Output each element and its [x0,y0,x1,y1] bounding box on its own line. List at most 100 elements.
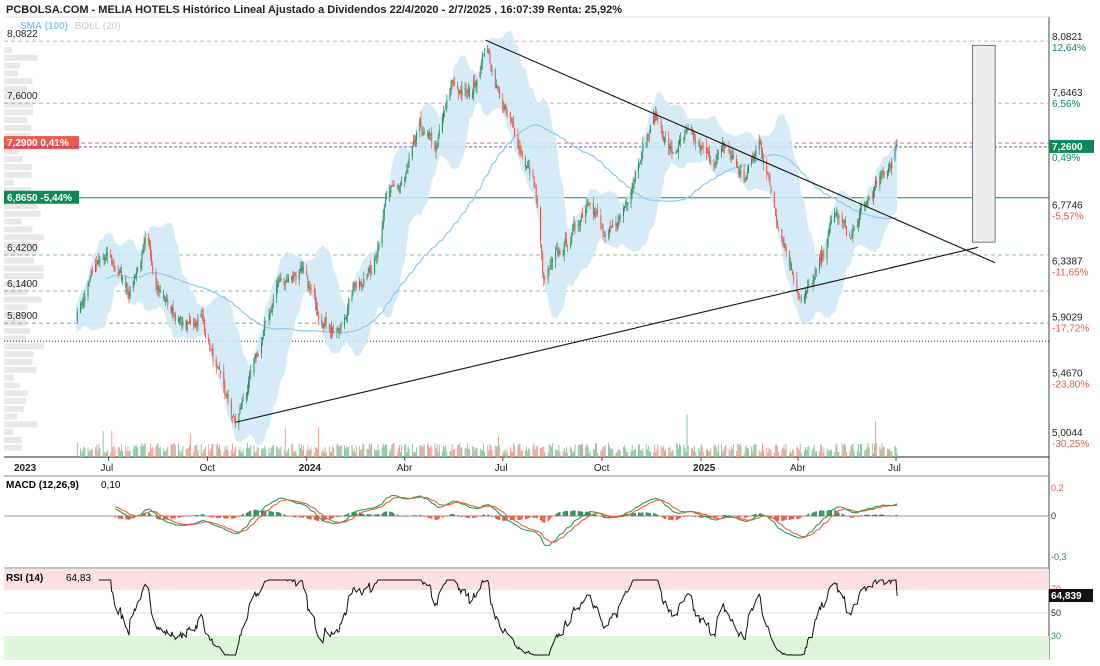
candle-body [524,157,526,168]
macd-histogram-bar [279,512,281,516]
volume-bar [805,447,807,457]
macd-histogram-bar [788,516,790,520]
candle-body [521,150,523,158]
candle-body [774,208,776,216]
volume-bar [396,452,398,457]
volume-bar [585,446,587,457]
volume-bar [328,446,330,457]
volume-bar [745,445,747,457]
candle-body [336,328,338,331]
macd-histogram-bar [399,516,402,517]
candle-body [641,152,643,162]
volume-bar [821,445,823,457]
macd-histogram-bar [119,516,121,519]
macd-histogram-bar [340,515,342,517]
candle-body [256,353,258,357]
candle-body [490,64,492,70]
macd-histogram-bar [894,515,896,516]
volume-bar [880,449,882,457]
candle-body [887,167,889,172]
volume-bar [216,443,218,457]
volume-bar [211,444,213,457]
volume-bar [234,449,236,457]
boll-legend[interactable]: BOLL (20) [74,21,121,32]
candle-body [513,121,515,127]
macd-histogram-bar [308,516,310,520]
candle-body [683,137,685,140]
candle-body [269,311,271,317]
macd-histogram-bar [649,513,651,516]
volume-bar [582,443,584,457]
candle-body [769,176,771,186]
macd-histogram-bar [268,510,270,516]
volume-bar [592,448,594,457]
volume-bar [871,443,873,457]
candle-body [890,165,892,168]
candle-body [114,266,116,271]
candle-body [830,220,832,223]
volume-bar [90,448,92,457]
volume-bar [171,444,173,457]
volume-bar [695,452,697,457]
candle-body [873,187,875,192]
macd-histogram-bar [363,513,365,516]
macd-histogram-bar [122,516,124,519]
candle-body [838,216,840,218]
volume-bar [346,446,348,457]
macd-histogram-bar [740,516,742,518]
volume-bar [255,451,257,457]
candle-body [671,147,673,154]
candle-body [97,260,99,264]
volume-bar [483,443,484,457]
volume-bar [367,449,369,457]
volume-bar [812,448,814,457]
macd-histogram-bar [235,516,237,519]
candle-body [119,270,121,273]
macd-histogram-bar [171,516,173,519]
candle-body [550,261,552,264]
sma-legend[interactable]: SMA (100) [20,21,68,32]
macd-histogram-bar [481,515,483,516]
volume-bar [497,446,498,457]
volume-bar [144,443,146,457]
candle-body [126,289,128,291]
macd-histogram-bar [684,516,686,517]
candle-body [842,219,844,224]
candle-body [223,371,225,387]
volume-bar [868,447,870,457]
candle-body [565,238,567,245]
volume-bar [656,448,658,457]
volume-bar [639,444,641,457]
volume-bar [731,448,733,457]
candle-body [353,283,355,288]
volume-bar [316,447,317,457]
candle-body [299,269,301,272]
macd-histogram-bar [346,514,348,516]
volume-bar [431,446,433,457]
candle-body [488,49,490,54]
candle-body [675,151,677,154]
candle-body [343,317,345,326]
macd-histogram-bar [220,516,222,518]
macd-histogram-bar [663,516,665,519]
volume-bar [209,451,211,457]
candle-body [745,175,747,180]
candle-body [534,186,536,188]
candle-body [239,407,241,412]
volume-bar [173,443,175,457]
volume-bar [426,443,428,457]
macd-histogram-bar [338,516,340,517]
macd-histogram-bar [879,514,881,516]
volume-profile-bar [4,296,42,303]
macd-histogram-bar [464,516,466,518]
macd-histogram-bar [321,516,323,522]
macd-histogram-bar [465,516,467,518]
candle-body [533,177,535,187]
candle-body [692,131,694,139]
volume-bar [344,445,345,457]
volume-bar [317,448,318,457]
macd-histogram-bar [797,516,799,519]
volume-bar [540,447,542,457]
volume-bar [241,452,243,457]
